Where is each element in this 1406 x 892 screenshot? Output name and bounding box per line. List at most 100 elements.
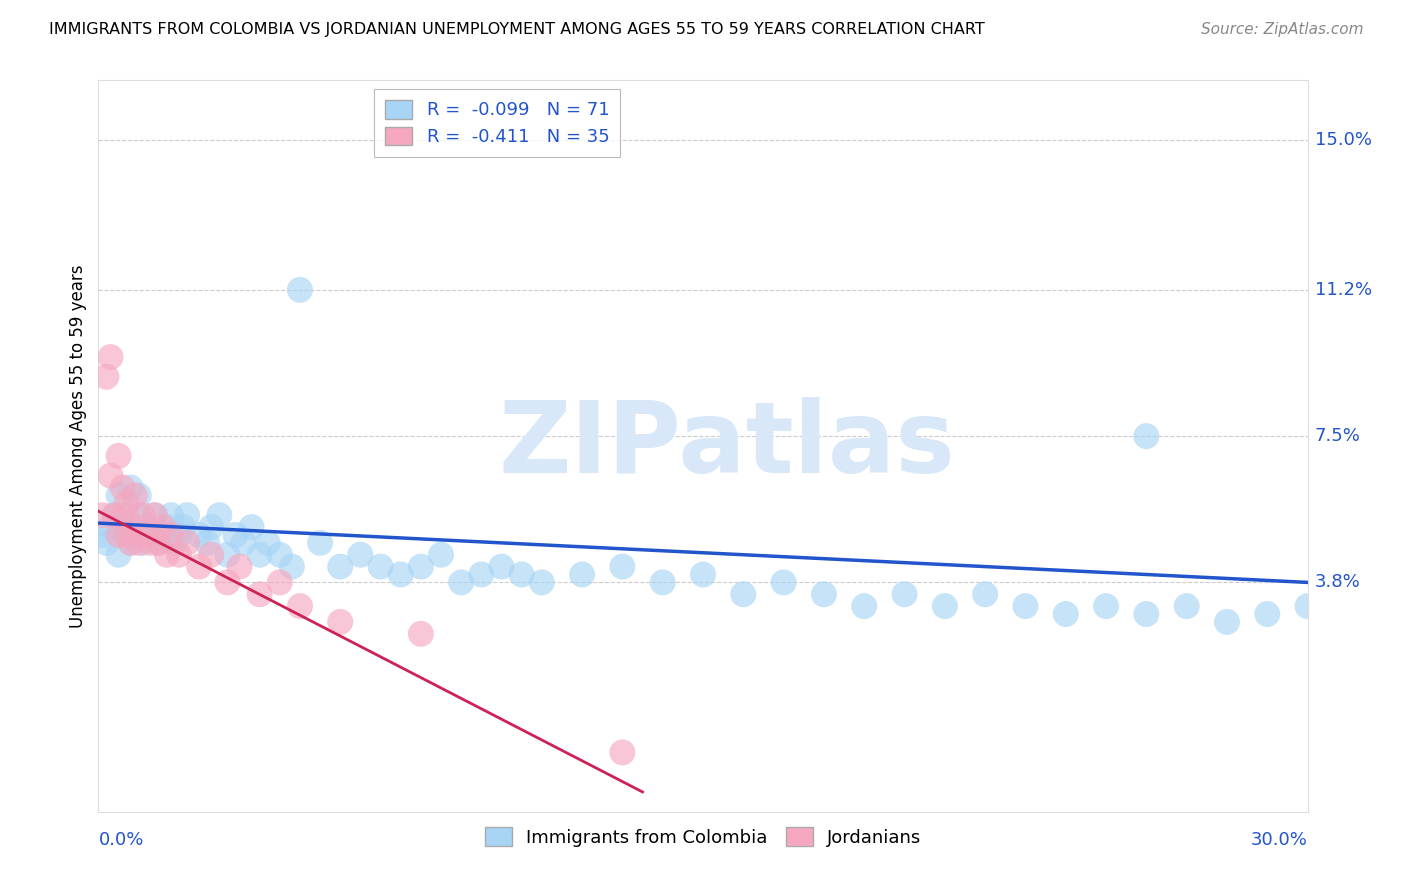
Point [1095,599,1118,614]
Point [156,520,179,534]
Point [249,587,271,601]
Point [1216,615,1239,629]
Point [813,587,835,601]
Point [103,508,125,523]
Point [91,528,114,542]
Point [124,488,146,502]
Point [217,575,239,590]
Text: IMMIGRANTS FROM COLOMBIA VS JORDANIAN UNEMPLOYMENT AMONG AGES 55 TO 59 YEARS COR: IMMIGRANTS FROM COLOMBIA VS JORDANIAN UN… [49,22,986,37]
Point [733,587,755,601]
Point [143,508,166,523]
Point [309,536,332,550]
Point [96,369,118,384]
Point [217,548,239,562]
Point [288,599,311,614]
Text: 3.8%: 3.8% [1315,574,1360,591]
Point [200,520,222,534]
Point [172,520,194,534]
Point [232,536,254,550]
Point [1135,607,1157,621]
Point [349,548,371,562]
Point [100,520,122,534]
Point [176,536,198,550]
Point [163,536,186,550]
Point [176,508,198,523]
Point [530,575,553,590]
Point [651,575,673,590]
Point [148,536,170,550]
Point [115,508,138,523]
Point [228,559,250,574]
Point [103,508,125,523]
Point [692,567,714,582]
Point [1296,599,1319,614]
Text: Source: ZipAtlas.com: Source: ZipAtlas.com [1201,22,1364,37]
Point [893,587,915,601]
Point [281,559,304,574]
Point [329,615,352,629]
Point [167,548,190,562]
Point [240,520,263,534]
Point [389,567,412,582]
Point [772,575,794,590]
Point [200,548,222,562]
Point [124,520,146,534]
Point [974,587,997,601]
Point [96,536,118,550]
Point [139,528,162,542]
Text: 7.5%: 7.5% [1315,427,1361,445]
Point [288,283,311,297]
Point [269,548,291,562]
Point [139,536,162,550]
Point [148,536,170,550]
Point [115,528,138,542]
Point [450,575,472,590]
Point [107,488,129,502]
Point [91,508,114,523]
Point [188,559,211,574]
Point [107,449,129,463]
Text: 11.2%: 11.2% [1315,281,1372,299]
Text: ZIPatlas: ZIPatlas [499,398,956,494]
Text: 0.0%: 0.0% [98,831,143,849]
Point [853,599,876,614]
Point [224,528,246,542]
Point [1256,607,1278,621]
Point [612,559,634,574]
Point [160,528,183,542]
Point [1054,607,1077,621]
Point [934,599,956,614]
Legend: Immigrants from Colombia, Jordanians: Immigrants from Colombia, Jordanians [478,820,928,854]
Text: 30.0%: 30.0% [1251,831,1308,849]
Point [470,567,492,582]
Point [249,548,271,562]
Point [107,548,129,562]
Point [409,559,432,574]
Point [135,520,157,534]
Point [120,536,142,550]
Y-axis label: Unemployment Among Ages 55 to 59 years: Unemployment Among Ages 55 to 59 years [69,264,87,628]
Point [329,559,352,574]
Point [143,508,166,523]
Point [128,536,150,550]
Point [1014,599,1036,614]
Point [256,536,278,550]
Point [612,746,634,760]
Point [510,567,533,582]
Point [167,528,190,542]
Point [120,481,142,495]
Point [100,468,122,483]
Point [107,528,129,542]
Point [124,528,146,542]
Point [188,528,211,542]
Point [370,559,392,574]
Point [135,528,157,542]
Point [111,520,134,534]
Text: 15.0%: 15.0% [1315,130,1371,149]
Point [128,488,150,502]
Point [100,350,122,364]
Point [128,508,150,523]
Point [571,567,593,582]
Point [115,528,138,542]
Point [156,548,179,562]
